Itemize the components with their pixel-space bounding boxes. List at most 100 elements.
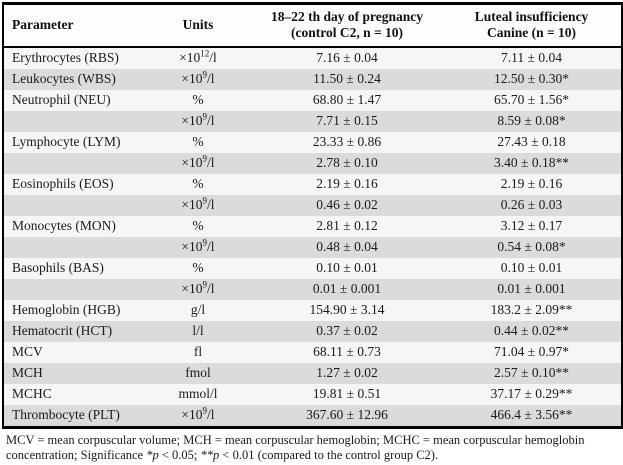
- cell-canine-value: 65.70 ± 1.56*: [442, 89, 622, 111]
- cell-control-value: 0.01 ± 0.001: [252, 278, 442, 300]
- table-row: ×109/l 0.01 ± 0.001 0.01 ± 0.001: [3, 278, 622, 300]
- cell-units: %: [144, 173, 252, 195]
- cell-parameter: Hemoglobin (HGB): [3, 299, 144, 321]
- cell-parameter: Eosinophils (EOS): [3, 173, 144, 195]
- cell-canine-value: 8.59 ± 0.08*: [442, 110, 622, 132]
- col-header-control-group: 18–22 th day of pregnancy (control C2, n…: [252, 3, 442, 48]
- col-header-canine-group: Luteal insufficiency Canine (n = 10): [442, 3, 622, 48]
- footnote-significance-marker: *p: [146, 447, 159, 462]
- table-row: Eosinophils (EOS)% 2.19 ± 0.16 2.19 ± 0.16: [3, 173, 622, 195]
- cell-canine-value: 2.57 ± 0.10**: [442, 362, 622, 384]
- cell-control-value: 1.27 ± 0.02: [252, 362, 442, 384]
- table-row: Leukocytes (WBS) ×109/l 11.50 ± 0.24 12.50 …: [3, 68, 622, 90]
- cell-parameter: Basophils (BAS): [3, 257, 144, 279]
- cell-units: ×109/l: [144, 404, 252, 428]
- cell-parameter: Leukocytes (WBS): [3, 68, 144, 90]
- cell-control-value: 68.11 ± 0.73: [252, 341, 442, 363]
- cell-units: ×109/l: [144, 152, 252, 174]
- cell-units: ×109/l: [144, 194, 252, 216]
- table-row: MCV fl 68.11 ± 0.73 71.04 ± 0.97*: [3, 341, 622, 363]
- cell-canine-value: 2.19 ± 0.16: [442, 173, 622, 195]
- cell-units: ×109/l: [144, 278, 252, 300]
- cell-canine-value: 3.40 ± 0.18**: [442, 152, 622, 174]
- cell-canine-value: 3.12 ± 0.17: [442, 215, 622, 237]
- cell-control-value: 0.10 ± 0.01: [252, 257, 442, 279]
- col-header-control-line2: (control C2, n = 10): [290, 25, 404, 41]
- table-row: ×109/l 0.46 ± 0.02 0.26 ± 0.03: [3, 194, 622, 216]
- footnote-text: < 0.01 (compared to the control group C2…: [219, 447, 439, 462]
- table-row: Lymphocyte (LYM)% 23.33 ± 0.86 27.43 ± 0.1…: [3, 131, 622, 153]
- cell-canine-value: 27.43 ± 0.18: [442, 131, 622, 153]
- cell-control-value: 68.80 ± 1.47: [252, 89, 442, 111]
- cell-units: %: [144, 215, 252, 237]
- cell-control-value: 2.19 ± 0.16: [252, 173, 442, 195]
- col-header-canine-line2: Canine (n = 10): [486, 25, 577, 41]
- cell-units: %: [144, 89, 252, 111]
- cell-canine-value: 466.4 ± 3.56**: [442, 404, 622, 428]
- table-row: Erythrocytes (RBS) ×1012/l 7.16 ± 0.04 7.11…: [3, 46, 622, 69]
- cell-parameter: [3, 278, 144, 300]
- cell-units: ×109/l: [144, 110, 252, 132]
- cell-parameter: [3, 110, 144, 132]
- footnote-text: < 0.05;: [158, 447, 201, 462]
- col-header-canine-line1: Luteal insufficiency: [474, 9, 589, 24]
- table-body: Erythrocytes (RBS) ×1012/l 7.16 ± 0.04 7.11…: [3, 46, 622, 428]
- cell-canine-value: 0.44 ± 0.02**: [442, 320, 622, 342]
- table-row: Neutrophil (NEU)% 68.80 ± 1.47 65.70 ± 1.5…: [3, 89, 622, 111]
- table-row: Hemoglobin (HGB) g/l 154.90 ± 3.14 183.2 ± …: [3, 299, 622, 321]
- cell-control-value: 11.50 ± 0.24: [252, 68, 442, 90]
- table-row: MCH fmol 1.27 ± 0.02 2.57 ± 0.10**: [3, 362, 622, 384]
- table-row: Monocytes (MON)% 2.81 ± 0.12 3.12 ± 0.17: [3, 215, 622, 237]
- footnote-significance-marker: **p: [200, 447, 220, 462]
- cell-control-value: 154.90 ± 3.14: [252, 299, 442, 321]
- cell-units: ×109/l: [144, 236, 252, 258]
- cell-parameter: Thrombocyte (PLT): [3, 404, 144, 428]
- table-header: Parameter Units 18–22 th day of pregnanc…: [3, 3, 622, 48]
- cell-units: %: [144, 257, 252, 279]
- cell-canine-value: 71.04 ± 0.97*: [442, 341, 622, 363]
- col-header-units: Units: [144, 3, 252, 48]
- table-row: MCHC mmol/l 19.81 ± 0.51 37.17 ± 0.29**: [3, 383, 622, 405]
- header-row: Parameter Units 18–22 th day of pregnanc…: [3, 3, 622, 48]
- cell-parameter: Neutrophil (NEU): [3, 89, 144, 111]
- cell-units: mmol/l: [144, 383, 252, 405]
- cell-units: g/l: [144, 299, 252, 321]
- cell-canine-value: 0.10 ± 0.01: [442, 257, 622, 279]
- cell-canine-value: 12.50 ± 0.30*: [442, 68, 622, 90]
- cell-control-value: 23.33 ± 0.86: [252, 131, 442, 153]
- cell-units: %: [144, 131, 252, 153]
- cell-canine-value: 7.11 ± 0.04: [442, 46, 622, 69]
- cell-canine-value: 0.54 ± 0.08*: [442, 236, 622, 258]
- cell-parameter: [3, 236, 144, 258]
- cell-control-value: 2.81 ± 0.12: [252, 215, 442, 237]
- cell-units: ×1012/l: [144, 46, 252, 69]
- footnote: MCV = mean corpuscular volume; MCH = mea…: [6, 433, 618, 463]
- cell-parameter: Erythrocytes (RBS): [3, 46, 144, 69]
- cell-parameter: Monocytes (MON): [3, 215, 144, 237]
- hematology-table: Parameter Units 18–22 th day of pregnanc…: [2, 2, 623, 429]
- cell-parameter: MCV: [3, 341, 144, 363]
- cell-canine-value: 183.2 ± 2.09**: [442, 299, 622, 321]
- footnote-text: MCV = mean corpuscular volume; MCH = mea…: [6, 432, 585, 462]
- cell-parameter: [3, 194, 144, 216]
- cell-parameter: [3, 152, 144, 174]
- cell-control-value: 367.60 ± 12.96: [252, 404, 442, 428]
- cell-parameter: Hematocrit (HCT): [3, 320, 144, 342]
- table-row: ×109/l 0.48 ± 0.04 0.54 ± 0.08*: [3, 236, 622, 258]
- cell-canine-value: 0.01 ± 0.001: [442, 278, 622, 300]
- cell-canine-value: 37.17 ± 0.29**: [442, 383, 622, 405]
- cell-units: fl: [144, 341, 252, 363]
- cell-parameter: MCHC: [3, 383, 144, 405]
- table-row: Hematocrit (HCT) l/l 0.37 ± 0.02 0.44 ± 0.0…: [3, 320, 622, 342]
- col-header-parameter: Parameter: [3, 3, 144, 48]
- cell-parameter: MCH: [3, 362, 144, 384]
- table-row: Basophils (BAS)% 0.10 ± 0.01 0.10 ± 0.01: [3, 257, 622, 279]
- table-row: Thrombocyte (PLT) ×109/l 367.60 ± 12.96 466…: [3, 404, 622, 428]
- cell-control-value: 0.37 ± 0.02: [252, 320, 442, 342]
- cell-units: fmol: [144, 362, 252, 384]
- cell-control-value: 19.81 ± 0.51: [252, 383, 442, 405]
- cell-canine-value: 0.26 ± 0.03: [442, 194, 622, 216]
- cell-control-value: 0.46 ± 0.02: [252, 194, 442, 216]
- cell-control-value: 2.78 ± 0.10: [252, 152, 442, 174]
